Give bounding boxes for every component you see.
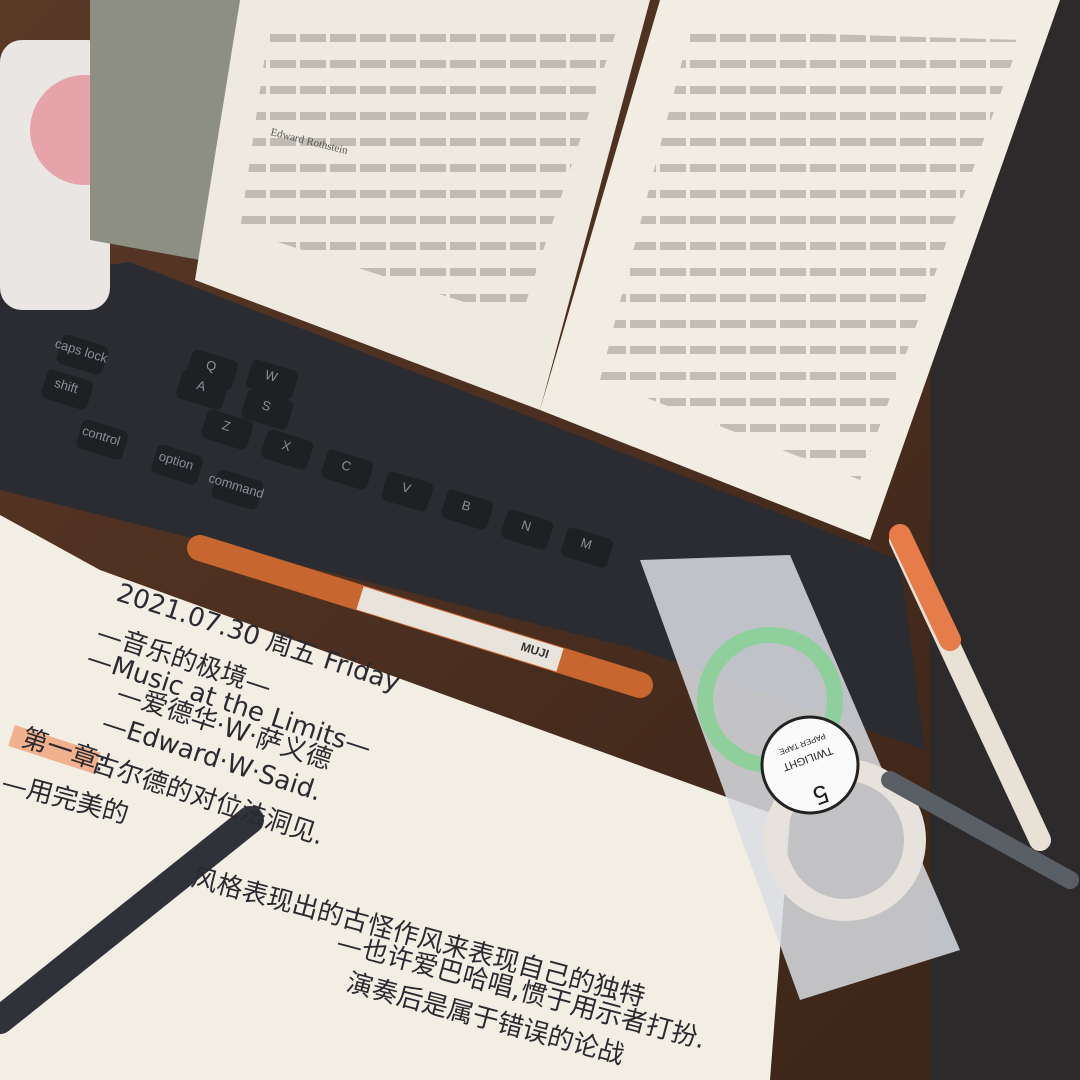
key <box>76 419 129 460</box>
key-label: shift <box>53 375 81 396</box>
marker <box>881 771 1079 889</box>
pen <box>0 806 264 1034</box>
key <box>441 489 494 530</box>
key <box>41 369 94 410</box>
notebook <box>0 515 790 1080</box>
key-label: Q <box>204 357 218 374</box>
key <box>561 527 614 568</box>
key <box>241 389 294 430</box>
book-text <box>600 30 1020 480</box>
pen-label <box>356 586 564 672</box>
key <box>321 449 374 490</box>
tape-sticker <box>760 715 860 815</box>
key <box>246 359 299 400</box>
highlight <box>8 725 101 774</box>
keys: caps lockshiftcontroloptioncommandQWASZX… <box>41 334 614 568</box>
key <box>56 334 109 375</box>
key-label: W <box>263 367 280 385</box>
key <box>211 469 264 510</box>
key <box>381 471 434 512</box>
key-label: N <box>520 517 533 534</box>
key <box>501 509 554 550</box>
key <box>176 369 229 410</box>
book-back <box>90 0 240 260</box>
key-label: M <box>579 535 594 553</box>
key <box>151 444 204 485</box>
key <box>201 409 254 450</box>
marker-cap <box>889 524 961 651</box>
key-label: C <box>340 457 353 474</box>
book-text <box>240 20 620 320</box>
key-label: B <box>460 497 473 514</box>
key <box>261 429 314 470</box>
